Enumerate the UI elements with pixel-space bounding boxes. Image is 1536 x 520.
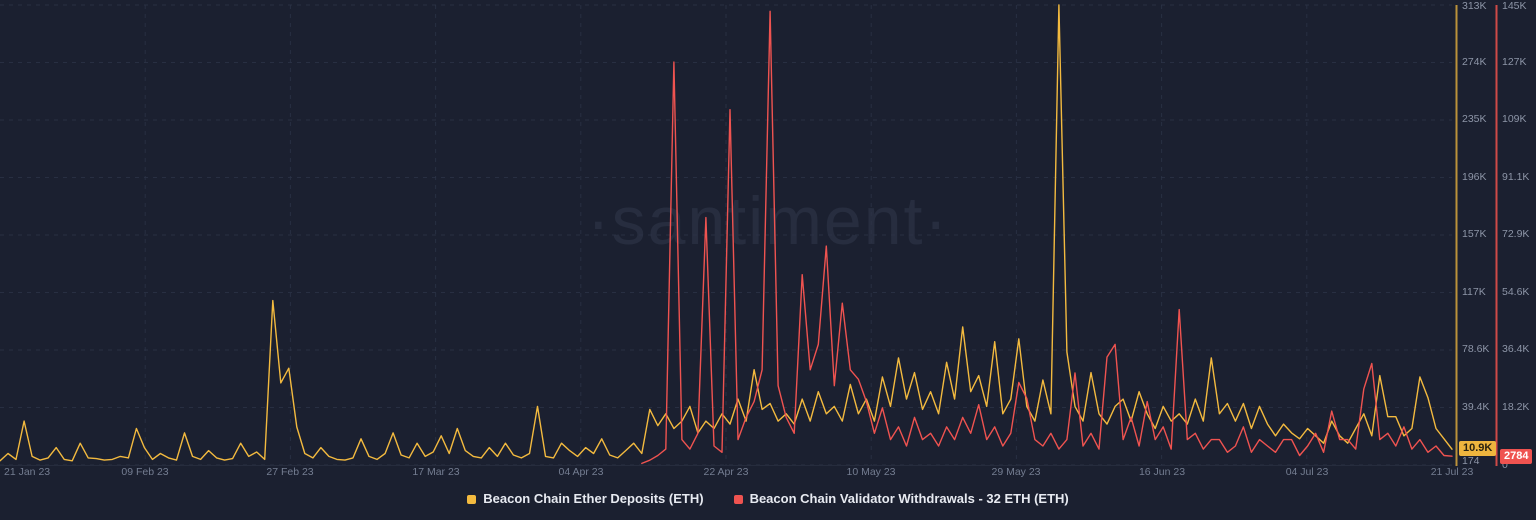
deposits-axis-tick: 174 (1462, 455, 1480, 467)
legend-label: Beacon Chain Ether Deposits (ETH) (483, 491, 704, 506)
deposits-axis-tick: 313K (1462, 0, 1487, 12)
x-axis-tick: 21 Jan 23 (4, 466, 51, 478)
deposits-swatch-icon (467, 494, 477, 504)
legend-item-deposits[interactable]: Beacon Chain Ether Deposits (ETH) (467, 491, 704, 506)
withdrawals-axis-tick: 36.4K (1502, 343, 1530, 355)
withdrawals-axis-tick: 0 (1502, 459, 1508, 471)
x-axis-tick: 16 Jun 23 (1138, 466, 1186, 478)
withdrawals-current-value-badge: 2784 (1500, 449, 1533, 464)
deposits-axis-tick: 78.6K (1462, 343, 1490, 355)
x-axis-tick: 17 Mar 23 (412, 466, 460, 478)
deposits-axis-tick: 117K (1462, 286, 1486, 298)
withdrawals-axis-tick: 127K (1502, 56, 1527, 68)
legend-item-withdrawals[interactable]: Beacon Chain Validator Withdrawals - 32 … (733, 491, 1069, 506)
x-axis-tick: 29 May 23 (991, 466, 1041, 478)
deposits-axis-tick: 196K (1462, 171, 1487, 183)
x-axis-tick: 21 Jul 23 (1430, 466, 1474, 478)
deposits-current-value-badge: 10.9K (1459, 441, 1497, 456)
deposits-axis-tick: 157K (1462, 228, 1487, 240)
withdrawals-axis-tick: 91.1K (1502, 171, 1530, 183)
x-axis-tick: 09 Feb 23 (121, 466, 169, 478)
x-axis-tick: 22 Apr 23 (703, 466, 749, 478)
withdrawals-axis-tick: 109K (1502, 113, 1527, 125)
withdrawals-axis-tick: 18.2K (1502, 401, 1530, 413)
x-axis-tick: 27 Feb 23 (266, 466, 314, 478)
withdrawals-axis-tick: 145K (1502, 0, 1527, 12)
withdrawals-swatch-icon (733, 494, 743, 504)
x-axis-tick: 10 May 23 (846, 466, 896, 478)
withdrawals-axis-tick: 54.6K (1502, 286, 1530, 298)
deposits-axis-tick: 39.4K (1462, 401, 1490, 413)
x-axis-tick: 04 Jul 23 (1285, 466, 1329, 478)
chart-legend: Beacon Chain Ether Deposits (ETH) Beacon… (0, 490, 1536, 508)
legend-label: Beacon Chain Validator Withdrawals - 32 … (749, 491, 1069, 506)
deposits-axis-tick: 235K (1462, 113, 1487, 125)
withdrawals-axis-tick: 72.9K (1502, 228, 1530, 240)
x-axis-tick: 04 Apr 23 (558, 466, 604, 478)
deposits-axis-tick: 274K (1462, 56, 1487, 68)
